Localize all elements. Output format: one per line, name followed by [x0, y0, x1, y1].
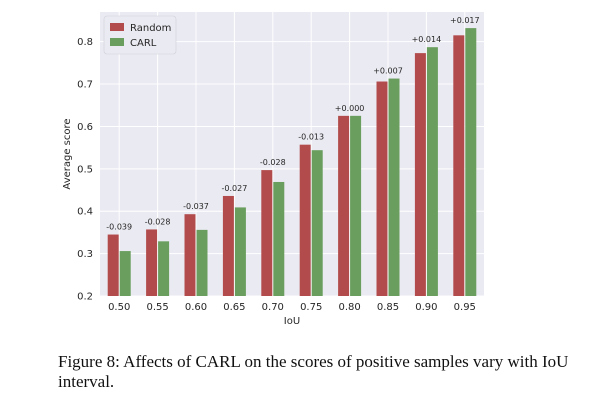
x-tick-label: 0.65	[223, 302, 245, 313]
y-tick-label: 0.3	[77, 249, 93, 260]
y-axis-ticks: 0.2 0.3 0.4 0.5 0.6 0.7 0.8	[77, 37, 93, 302]
bar-carl-0.90	[426, 47, 438, 296]
bar-random-0.50	[107, 234, 119, 296]
x-tick-label: 0.70	[262, 302, 284, 313]
bar-random-0.90	[414, 53, 426, 296]
x-tick-label: 0.60	[185, 302, 207, 313]
difference-label-0.95: +0.017	[450, 16, 480, 25]
legend-swatch-carl	[110, 38, 124, 46]
bar-carl-0.95	[465, 28, 477, 297]
bar-random-0.65	[222, 195, 234, 296]
bar-chart: -0.039 -0.028 -0.037 -0.027 -0.028 -0.013 +0.0…	[62, 12, 484, 327]
bar-carl-0.70	[273, 181, 285, 296]
x-tick-label: 0.50	[108, 302, 130, 313]
bar-carl-0.80	[350, 115, 362, 297]
bar-random-0.75	[299, 144, 311, 296]
bar-random-0.80	[338, 115, 350, 297]
y-tick-label: 0.2	[77, 292, 93, 303]
legend-label-carl: CARL	[130, 38, 157, 49]
figure-caption: Figure 8: Affects of CARL on the scores …	[58, 352, 569, 391]
x-tick-label: 0.90	[415, 302, 437, 313]
y-tick-label: 0.6	[77, 122, 93, 133]
difference-label-0.55: -0.028	[145, 217, 171, 226]
bars	[107, 28, 477, 297]
x-axis-ticks: 0.50 0.55 0.60 0.65 0.70 0.75 0.80 0.85 0.90 0.95	[108, 302, 476, 313]
difference-labels: -0.039 -0.028 -0.037 -0.027 -0.028 -0.013 +0.0…	[106, 16, 479, 231]
x-axis-label: IoU	[284, 316, 300, 327]
difference-label-0.70: -0.028	[260, 158, 286, 167]
y-axis-label: Average score	[62, 118, 73, 189]
y-tick-label: 0.4	[77, 207, 93, 218]
bar-random-0.70	[261, 170, 273, 296]
difference-label-0.75: -0.013	[298, 133, 324, 142]
x-tick-label: 0.95	[454, 302, 476, 313]
bar-carl-0.50	[119, 251, 131, 296]
y-tick-label: 0.8	[77, 37, 93, 48]
legend-swatch-random	[110, 23, 124, 31]
bar-carl-0.55	[158, 241, 170, 296]
x-tick-label: 0.80	[338, 302, 360, 313]
bar-carl-0.75	[311, 150, 323, 296]
bar-random-0.55	[146, 229, 158, 296]
difference-label-0.90: +0.014	[412, 35, 442, 44]
x-tick-label: 0.75	[300, 302, 322, 313]
difference-label-0.50: -0.039	[106, 223, 132, 232]
gridlines	[100, 12, 484, 297]
difference-label-0.85: +0.007	[373, 67, 403, 76]
difference-label-0.80: +0.000	[335, 104, 365, 113]
y-tick-label: 0.5	[77, 164, 93, 175]
bar-carl-0.60	[196, 229, 208, 296]
bar-random-0.95	[453, 35, 465, 296]
legend: Random CARL	[103, 15, 177, 55]
x-tick-label: 0.55	[146, 302, 168, 313]
y-tick-label: 0.7	[77, 80, 93, 91]
difference-label-0.65: -0.027	[222, 184, 248, 193]
legend-label-random: Random	[130, 23, 171, 34]
bar-random-0.60	[184, 214, 196, 296]
bar-random-0.85	[376, 81, 388, 296]
x-tick-label: 0.85	[377, 302, 399, 313]
bar-carl-0.85	[388, 78, 400, 296]
difference-label-0.60: -0.037	[183, 202, 209, 211]
bar-carl-0.65	[234, 207, 246, 296]
